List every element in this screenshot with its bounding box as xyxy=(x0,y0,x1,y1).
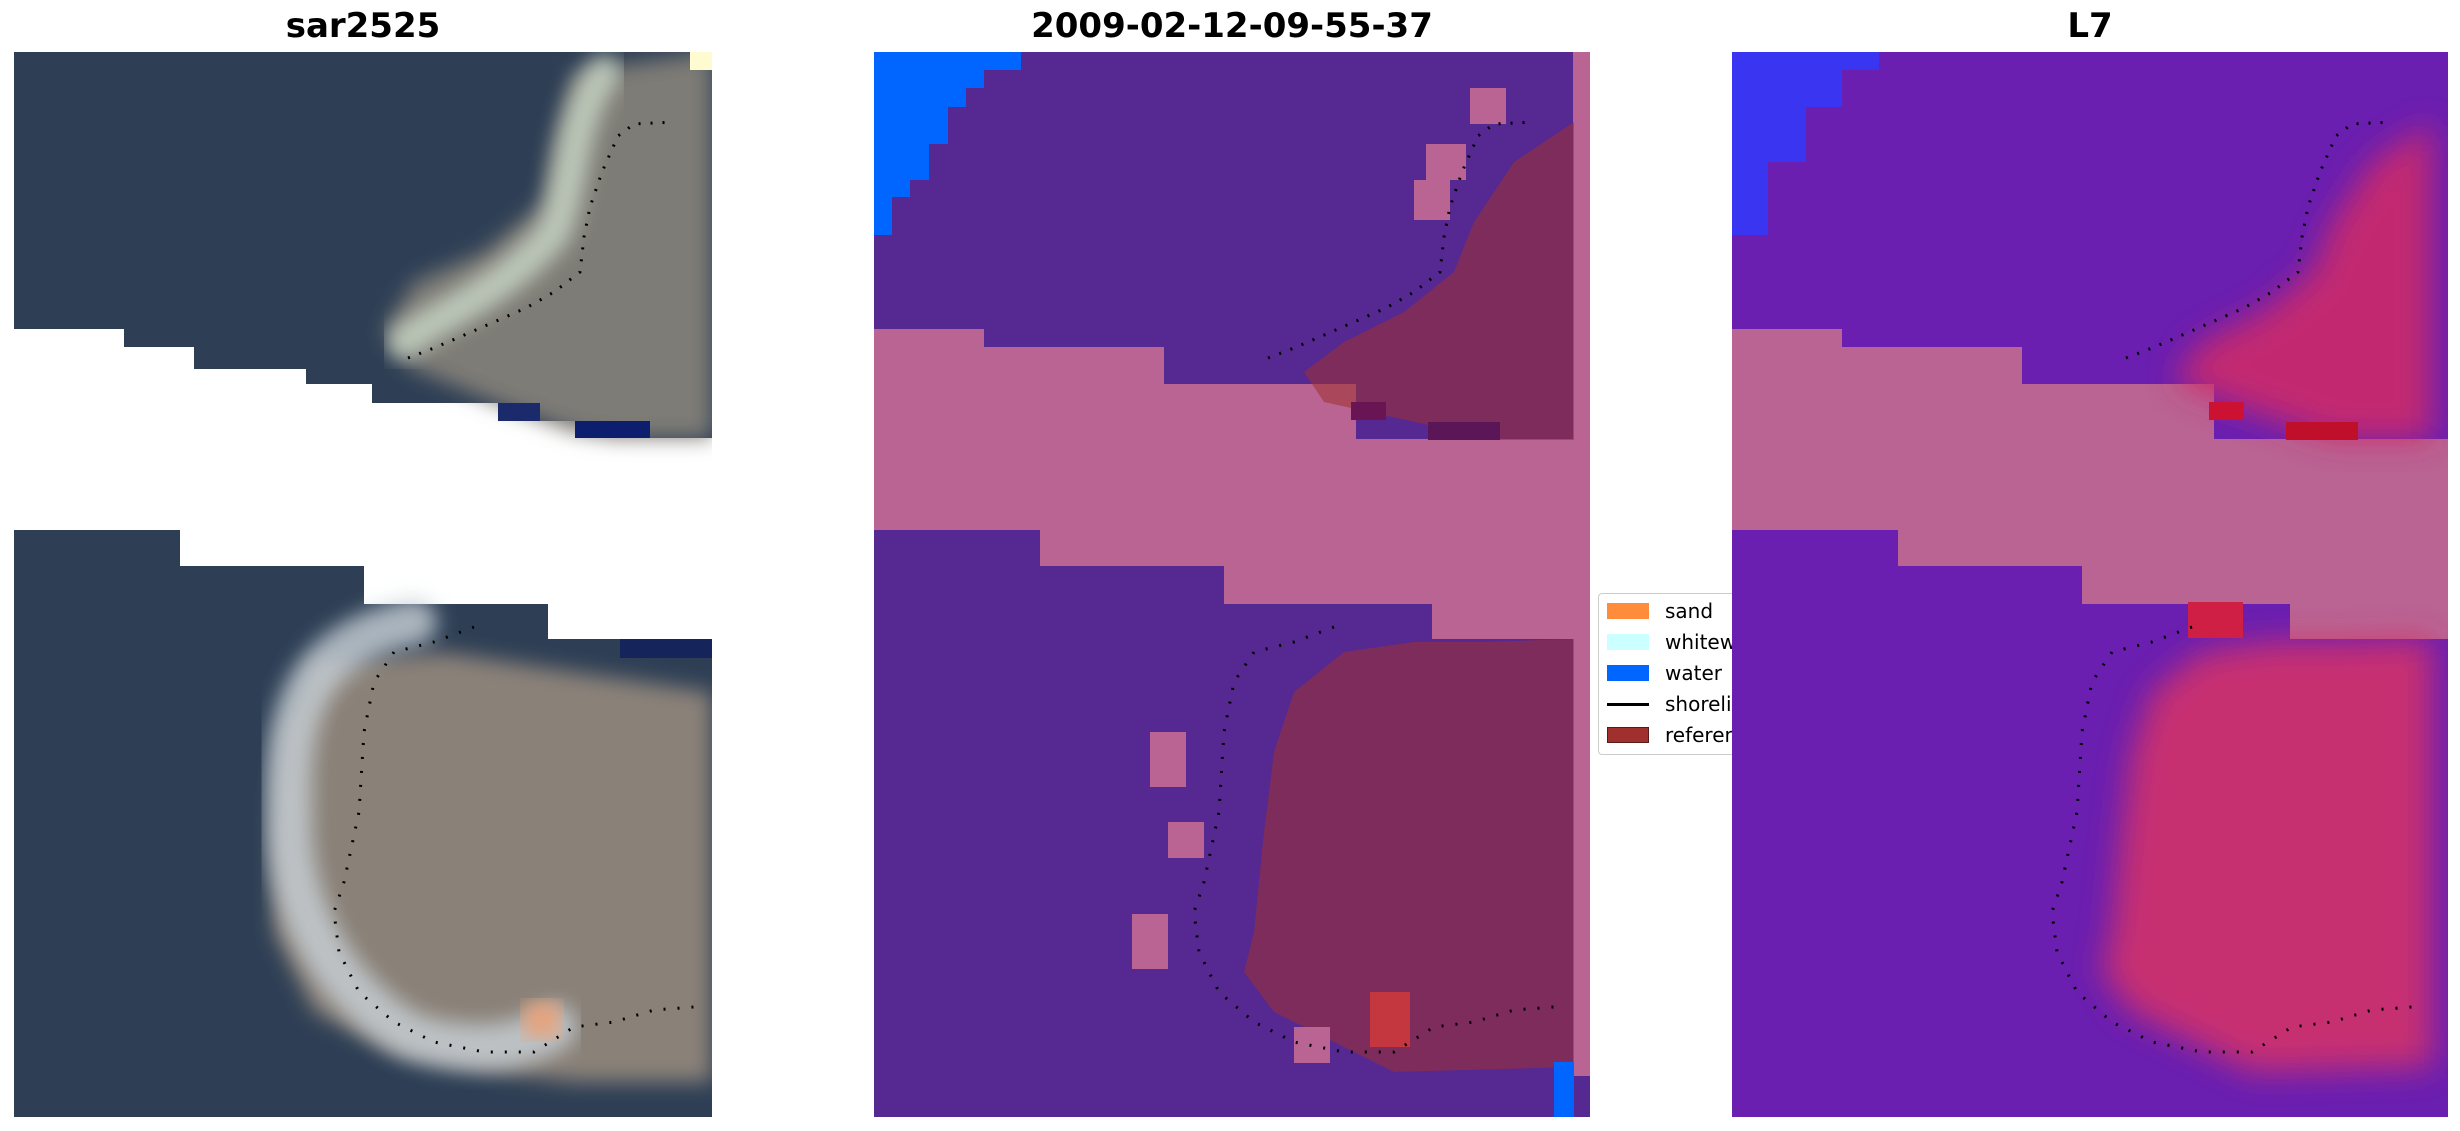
rgb-deep-water-top-a xyxy=(498,403,540,421)
class-shoreline-bottom xyxy=(1192,625,1555,1054)
index-shoreline-bottom xyxy=(2050,625,2413,1054)
rgb-image-panel xyxy=(14,52,712,1117)
index-high-top xyxy=(2172,122,2432,440)
index-land-band xyxy=(1732,329,2448,639)
rgb-shoreline-bottom xyxy=(332,625,695,1054)
class-land-spot-1 xyxy=(1470,88,1506,124)
class-land-edge xyxy=(1573,52,1590,1076)
rgb-beach-bottom xyxy=(265,599,577,1071)
rgb-beach-top xyxy=(387,55,621,359)
reference-dark-a xyxy=(1351,402,1386,420)
index-high-bottom xyxy=(2102,639,2432,1072)
index-shoreline-top xyxy=(2125,120,2393,360)
class-land-spot-2 xyxy=(1426,144,1466,180)
rgb-pale-pixel xyxy=(690,52,712,70)
legend-item-shoreline: shoreline xyxy=(1607,692,1732,716)
reference-swatch xyxy=(1607,727,1649,743)
whitewater-swatch xyxy=(1607,634,1649,650)
shoreline-line-icon xyxy=(1607,702,1649,706)
class-water-corner xyxy=(874,52,1021,235)
sand-swatch xyxy=(1607,603,1649,619)
index-red-c xyxy=(2188,602,2243,638)
legend-item-reference: reference xyxy=(1607,723,1732,747)
index-blue-corner xyxy=(1732,52,1879,235)
reference-dark-b xyxy=(1428,422,1500,440)
legend-item-sand: sand xyxy=(1607,599,1714,623)
reference-bottom xyxy=(1244,639,1574,1072)
class-land-spot-3 xyxy=(1414,180,1450,220)
legend-label-water: water xyxy=(1665,661,1722,685)
class-land-spot-5 xyxy=(1168,822,1204,858)
reference-bright xyxy=(1370,992,1410,1047)
reference-top xyxy=(1304,122,1574,440)
index-red-b xyxy=(2286,422,2358,440)
class-land-band xyxy=(874,329,1590,639)
index-image xyxy=(1732,52,2448,1117)
class-land-spot-7 xyxy=(1294,1027,1330,1063)
water-swatch xyxy=(1607,665,1649,681)
rgb-deep-water-top-b xyxy=(575,421,650,438)
legend-label-sand: sand xyxy=(1665,599,1714,623)
index-image-panel xyxy=(1732,52,2448,1117)
rgb-image xyxy=(14,52,712,1117)
panel-title-index: L7 xyxy=(2067,6,2113,46)
legend-label-shoreline: shoreline xyxy=(1665,692,1732,716)
classified-image xyxy=(874,52,1590,1117)
rgb-land-bottom xyxy=(274,652,712,1082)
class-water-spot xyxy=(1554,1062,1574,1117)
class-shoreline-top xyxy=(1267,120,1535,360)
rgb-sand-patch xyxy=(524,1002,560,1038)
panel-title-rgb: sar2525 xyxy=(285,6,441,46)
rgb-shoreline-top xyxy=(407,120,675,360)
class-land-spot-4 xyxy=(1150,732,1186,787)
rgb-dark-strip xyxy=(620,639,712,658)
index-red-a xyxy=(2209,402,2244,420)
legend-item-water: water xyxy=(1607,661,1722,685)
classified-image-panel xyxy=(874,52,1590,1117)
legend-label-reference: reference xyxy=(1665,723,1732,747)
panel-title-classified: 2009-02-12-09-55-37 xyxy=(1031,6,1433,46)
class-land-spot-6 xyxy=(1132,914,1168,969)
